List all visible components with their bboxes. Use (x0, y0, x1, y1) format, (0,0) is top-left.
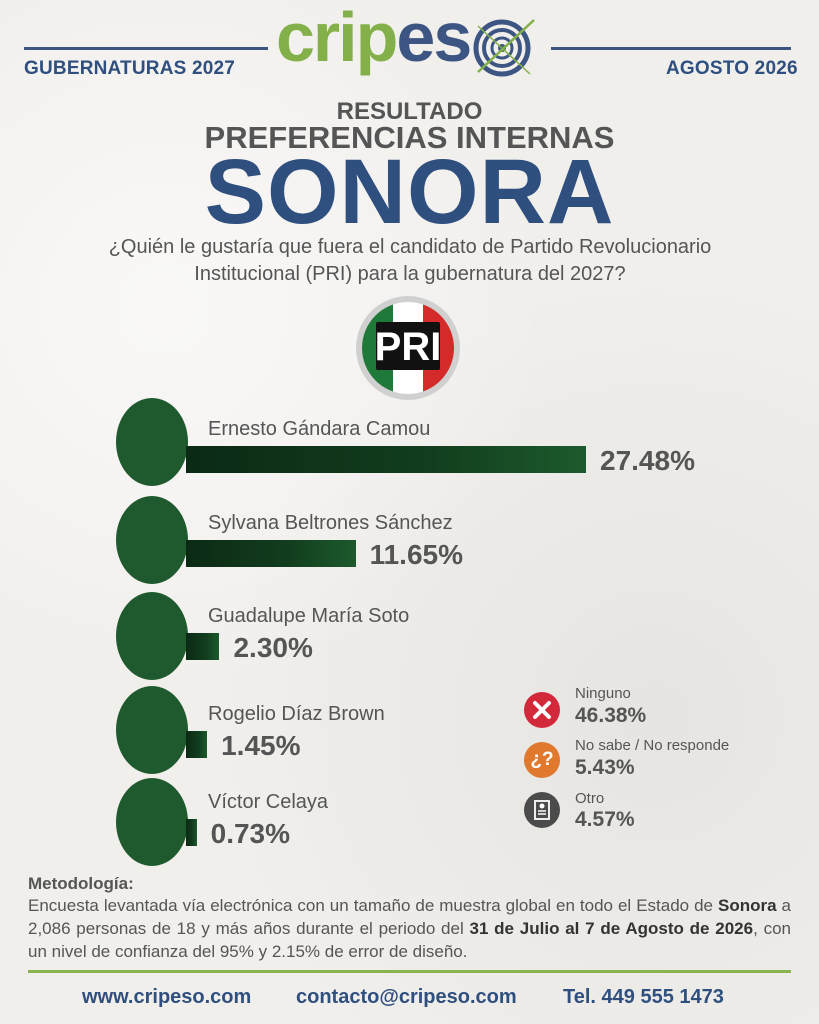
methodology-period: 31 de Julio al 7 de Agosto de 2026 (469, 919, 754, 938)
candidate-value-label: 11.65% (369, 539, 463, 570)
option-value: 4.57% (575, 808, 635, 831)
candidate-name: Guadalupe María Soto (208, 605, 410, 627)
x-icon (524, 692, 560, 728)
candidate-photo (116, 496, 188, 584)
candidate-name: Sylvana Beltrones Sánchez (208, 512, 453, 534)
methodology-part2: a 2,086 personas de 18 y más años durant… (28, 896, 791, 938)
logo-text-part1: crip (276, 0, 398, 76)
methodology-text: Encuesta levantada vía electrónica con u… (28, 894, 791, 963)
candidate-value-label: 1.45% (221, 730, 301, 761)
survey-question-line2: Institucional (PRI) para la gubernatura … (194, 263, 626, 285)
pri-logo: PRI (356, 296, 460, 400)
candidate-value-label: 0.73% (210, 818, 291, 849)
state-title: SONORA (204, 141, 615, 243)
header-line-left (24, 47, 268, 50)
candidate-bar (186, 540, 356, 567)
pri-logo-text: PRI (375, 325, 442, 369)
candidate-photo (116, 398, 188, 486)
option-label: Ninguno (575, 685, 631, 702)
candidate-photo (116, 686, 188, 774)
header-left-label: GUBERNATURAS 2027 (24, 58, 236, 79)
candidate-value-label: 2.30% (233, 632, 313, 663)
footer-email-link[interactable]: contacto@cripeso.com (296, 986, 517, 1008)
candidate-name: Víctor Celaya (208, 791, 329, 813)
target-icon (473, 19, 535, 77)
footer-line (28, 970, 791, 973)
option-label: No sabe / No responde (575, 737, 730, 754)
candidate-value-label: 27.48% (600, 445, 695, 476)
footer-phone[interactable]: Tel. 449 555 1473 (563, 986, 724, 1008)
header-line-right (551, 47, 791, 50)
methodology-part3: , con un nivel de confianza del 95% y 2.… (28, 919, 792, 961)
candidate-name: Rogelio Díaz Brown (208, 703, 385, 725)
footer-website-link[interactable]: www.cripeso.com (82, 986, 252, 1008)
candidate-name: Ernesto Gándara Camou (208, 418, 431, 440)
option-label: Otro (575, 790, 605, 807)
methodology-part1: Encuesta levantada vía electrónica con u… (28, 896, 718, 915)
candidate-bar (186, 446, 586, 473)
question-icon: ¿? (524, 742, 560, 778)
candidate-bar (186, 819, 197, 846)
survey-question: ¿Quién le gustaría que fuera el candidat… (60, 234, 760, 288)
candidate-photo (116, 778, 188, 866)
ballot-icon (524, 792, 560, 828)
candidate-bar (186, 731, 208, 758)
methodology-title: Metodología: (28, 874, 134, 893)
header-right-label: AGOSTO 2026 (666, 58, 798, 79)
logo-text-part2: es (396, 0, 472, 76)
cripeso-logo: cripes (276, 2, 546, 88)
survey-question-line1: ¿Quién le gustaría que fuera el candidat… (108, 236, 712, 258)
candidate-photo (116, 592, 188, 680)
methodology-state: Sonora (718, 896, 777, 915)
option-value: 5.43% (575, 756, 635, 779)
preferences-title: PREFERENCIAS INTERNAS (204, 120, 615, 155)
candidate-bar (186, 633, 220, 660)
result-label: RESULTADO (336, 98, 483, 125)
option-value: 46.38% (575, 704, 647, 727)
